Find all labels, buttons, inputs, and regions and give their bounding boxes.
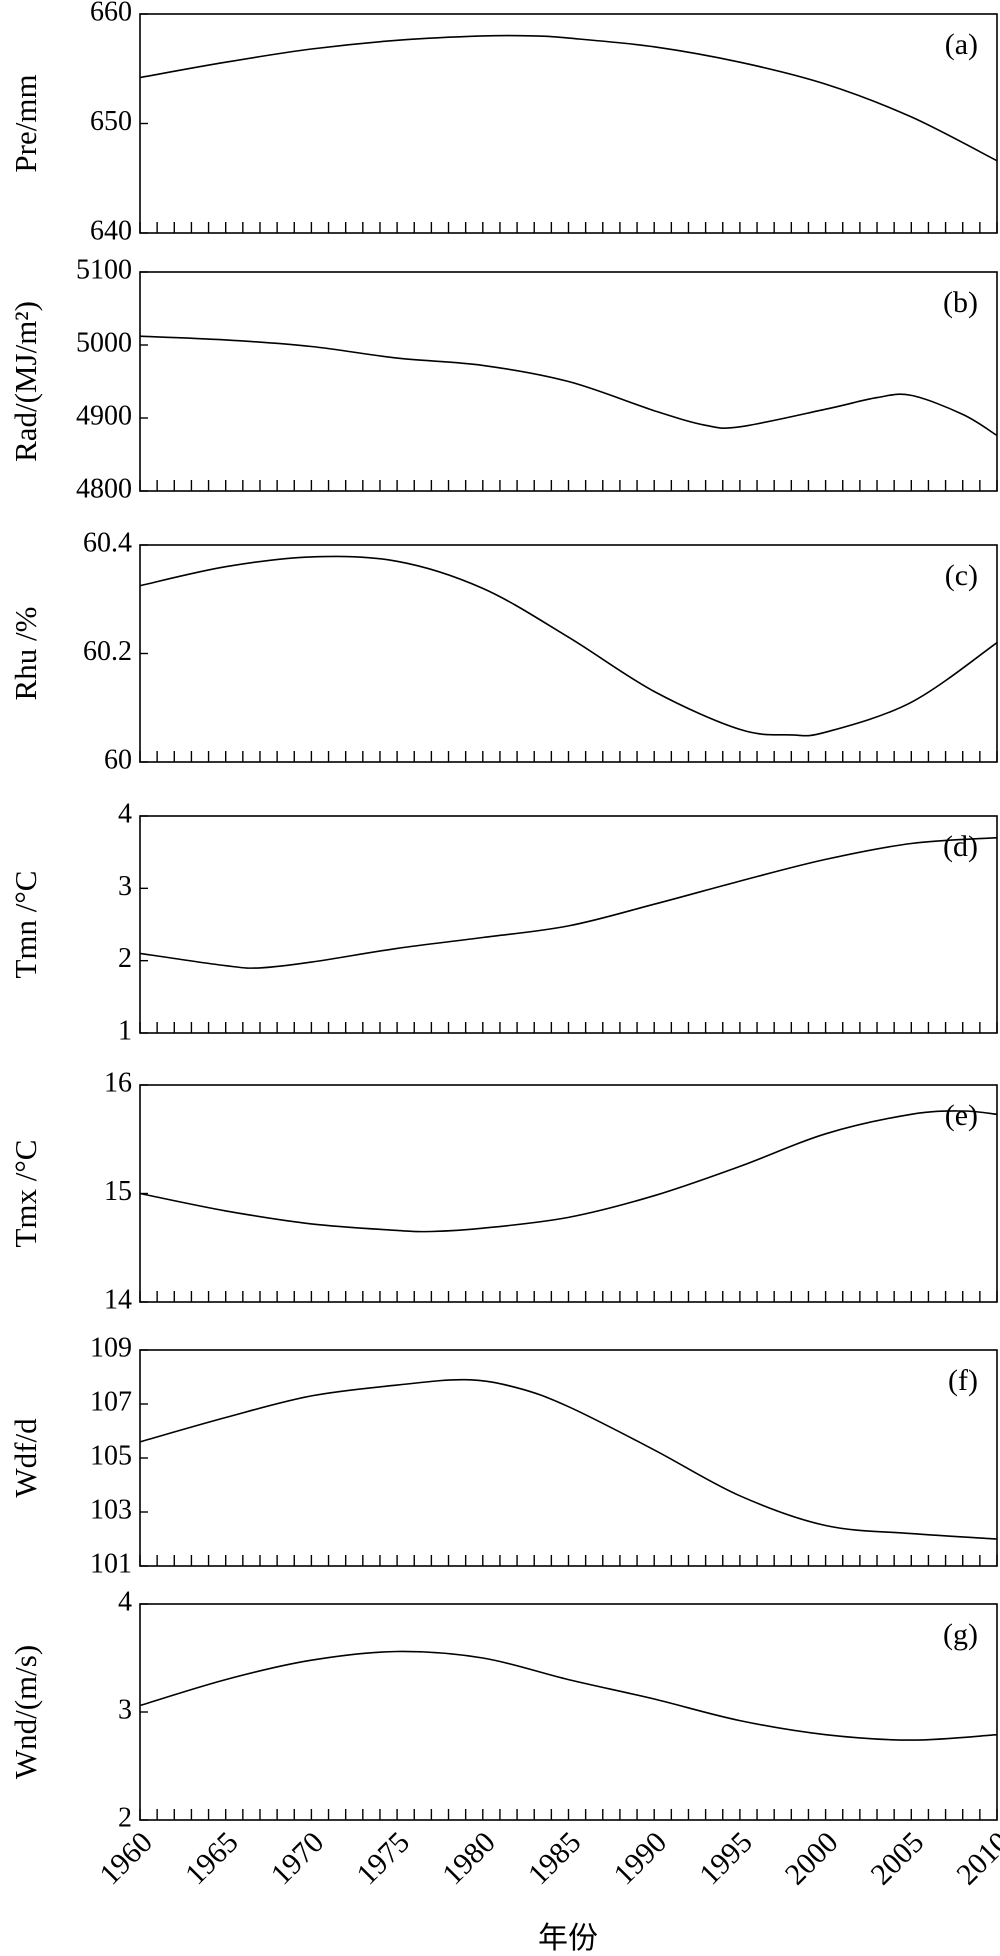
y-tick-label: 14 [104,1284,132,1315]
x-axis-label: 年份 [538,1921,598,1956]
y-tick-label: 103 [90,1494,132,1525]
y-tick-label: 107 [90,1386,132,1417]
panel-frame [139,13,998,234]
y-tick-label: 4 [118,798,132,829]
series-line-f [139,1378,998,1540]
panel-frame [139,1603,998,1821]
panel-tag: (b) [943,286,978,319]
shared-x-axis: 1960 1965 1970 1975 1980 1985 1990 1995 2000 2005… [93,1826,1000,1892]
x-tick-label: 2010 [950,1826,1000,1892]
y-axis-label: Tmn /°C [8,871,43,979]
panel-frame [139,815,998,1034]
y-tick-label: 2 [118,943,132,974]
x-tick-label: 2005 [864,1826,930,1892]
y-axis-label: Wnd/(m/s) [8,1645,43,1779]
panel-tag: (f) [948,1364,978,1397]
y-tick-label: 5100 [76,254,132,285]
series-line-a [139,34,998,162]
panel-e: 14 15 16 Tmx /°C (e) [8,1067,998,1315]
y-axis-label: Wdf/d [8,1418,43,1498]
y-tick-label: 60.2 [83,636,132,667]
y-tick-label: 650 [90,106,132,137]
panel-tag: (g) [943,1618,978,1651]
panel-tag: (c) [945,559,978,592]
panel-tag: (e) [945,1099,978,1132]
panel-tag: (d) [943,830,978,863]
y-tick-label: 2 [118,1802,132,1833]
x-tick-label: 1960 [93,1826,159,1892]
y-tick-label: 105 [90,1440,132,1471]
y-tick-label: 4 [118,1586,132,1617]
panel-frame [139,544,998,763]
y-tick-label: 1 [118,1015,132,1046]
y-tick-label: 640 [90,215,132,246]
series-line-e [139,1110,998,1233]
y-tick-label: 4900 [76,400,132,431]
series-line-b [139,335,998,437]
y-axis-label: Pre/mm [8,74,43,172]
y-tick-label: 60 [104,744,132,775]
panel-a: 640 650 660 Pre/mm (a) [8,0,998,246]
y-tick-label: 3 [118,871,132,902]
y-tick-label: 4800 [76,473,132,504]
series-line-c [139,555,998,737]
panel-frame [139,1349,998,1567]
panel-c: 60 60.2 60.4 Rhu /% (c) [8,527,998,775]
series-line-g [139,1650,998,1741]
series-line-d [139,836,998,969]
x-tick-label: 1965 [179,1826,245,1892]
panel-d: 1 2 3 4 Tmn /°C (d) [8,798,998,1046]
x-tick-label: 1990 [607,1826,673,1892]
panel-tag: (a) [945,28,978,61]
y-tick-label: 16 [104,1067,132,1098]
panel-f: 101 103 105 107 109 Wdf/d (f) [8,1332,998,1579]
chart-panels: 640 650 660 Pre/mm (a) 4800 4900 5000 5100 Rad/(M… [8,0,998,1833]
x-tick-label: 1970 [265,1826,331,1892]
x-tick-label: 1975 [350,1826,416,1892]
y-tick-label: 15 [104,1176,132,1207]
y-tick-label: 101 [90,1548,132,1579]
y-axis-label: Tmx /°C [8,1140,43,1248]
y-axis-label: Rad/(MJ/m²) [8,301,43,462]
panel-b: 4800 4900 5000 5100 Rad/(MJ/m²) (b) [8,254,998,504]
panel-frame [139,1084,998,1303]
panel-g: 2 3 4 Wnd/(m/s) (g) [8,1586,998,1833]
y-tick-label: 3 [118,1694,132,1725]
x-tick-label: 1980 [436,1826,502,1892]
x-tick-label: 1985 [522,1826,588,1892]
y-tick-label: 660 [90,0,132,27]
y-tick-label: 60.4 [83,527,132,558]
y-axis-label: Rhu /% [8,607,43,701]
x-tick-label: 2000 [779,1826,845,1892]
x-tick-label: 1995 [693,1826,759,1892]
y-tick-label: 5000 [76,327,132,358]
y-tick-label: 109 [90,1332,132,1363]
